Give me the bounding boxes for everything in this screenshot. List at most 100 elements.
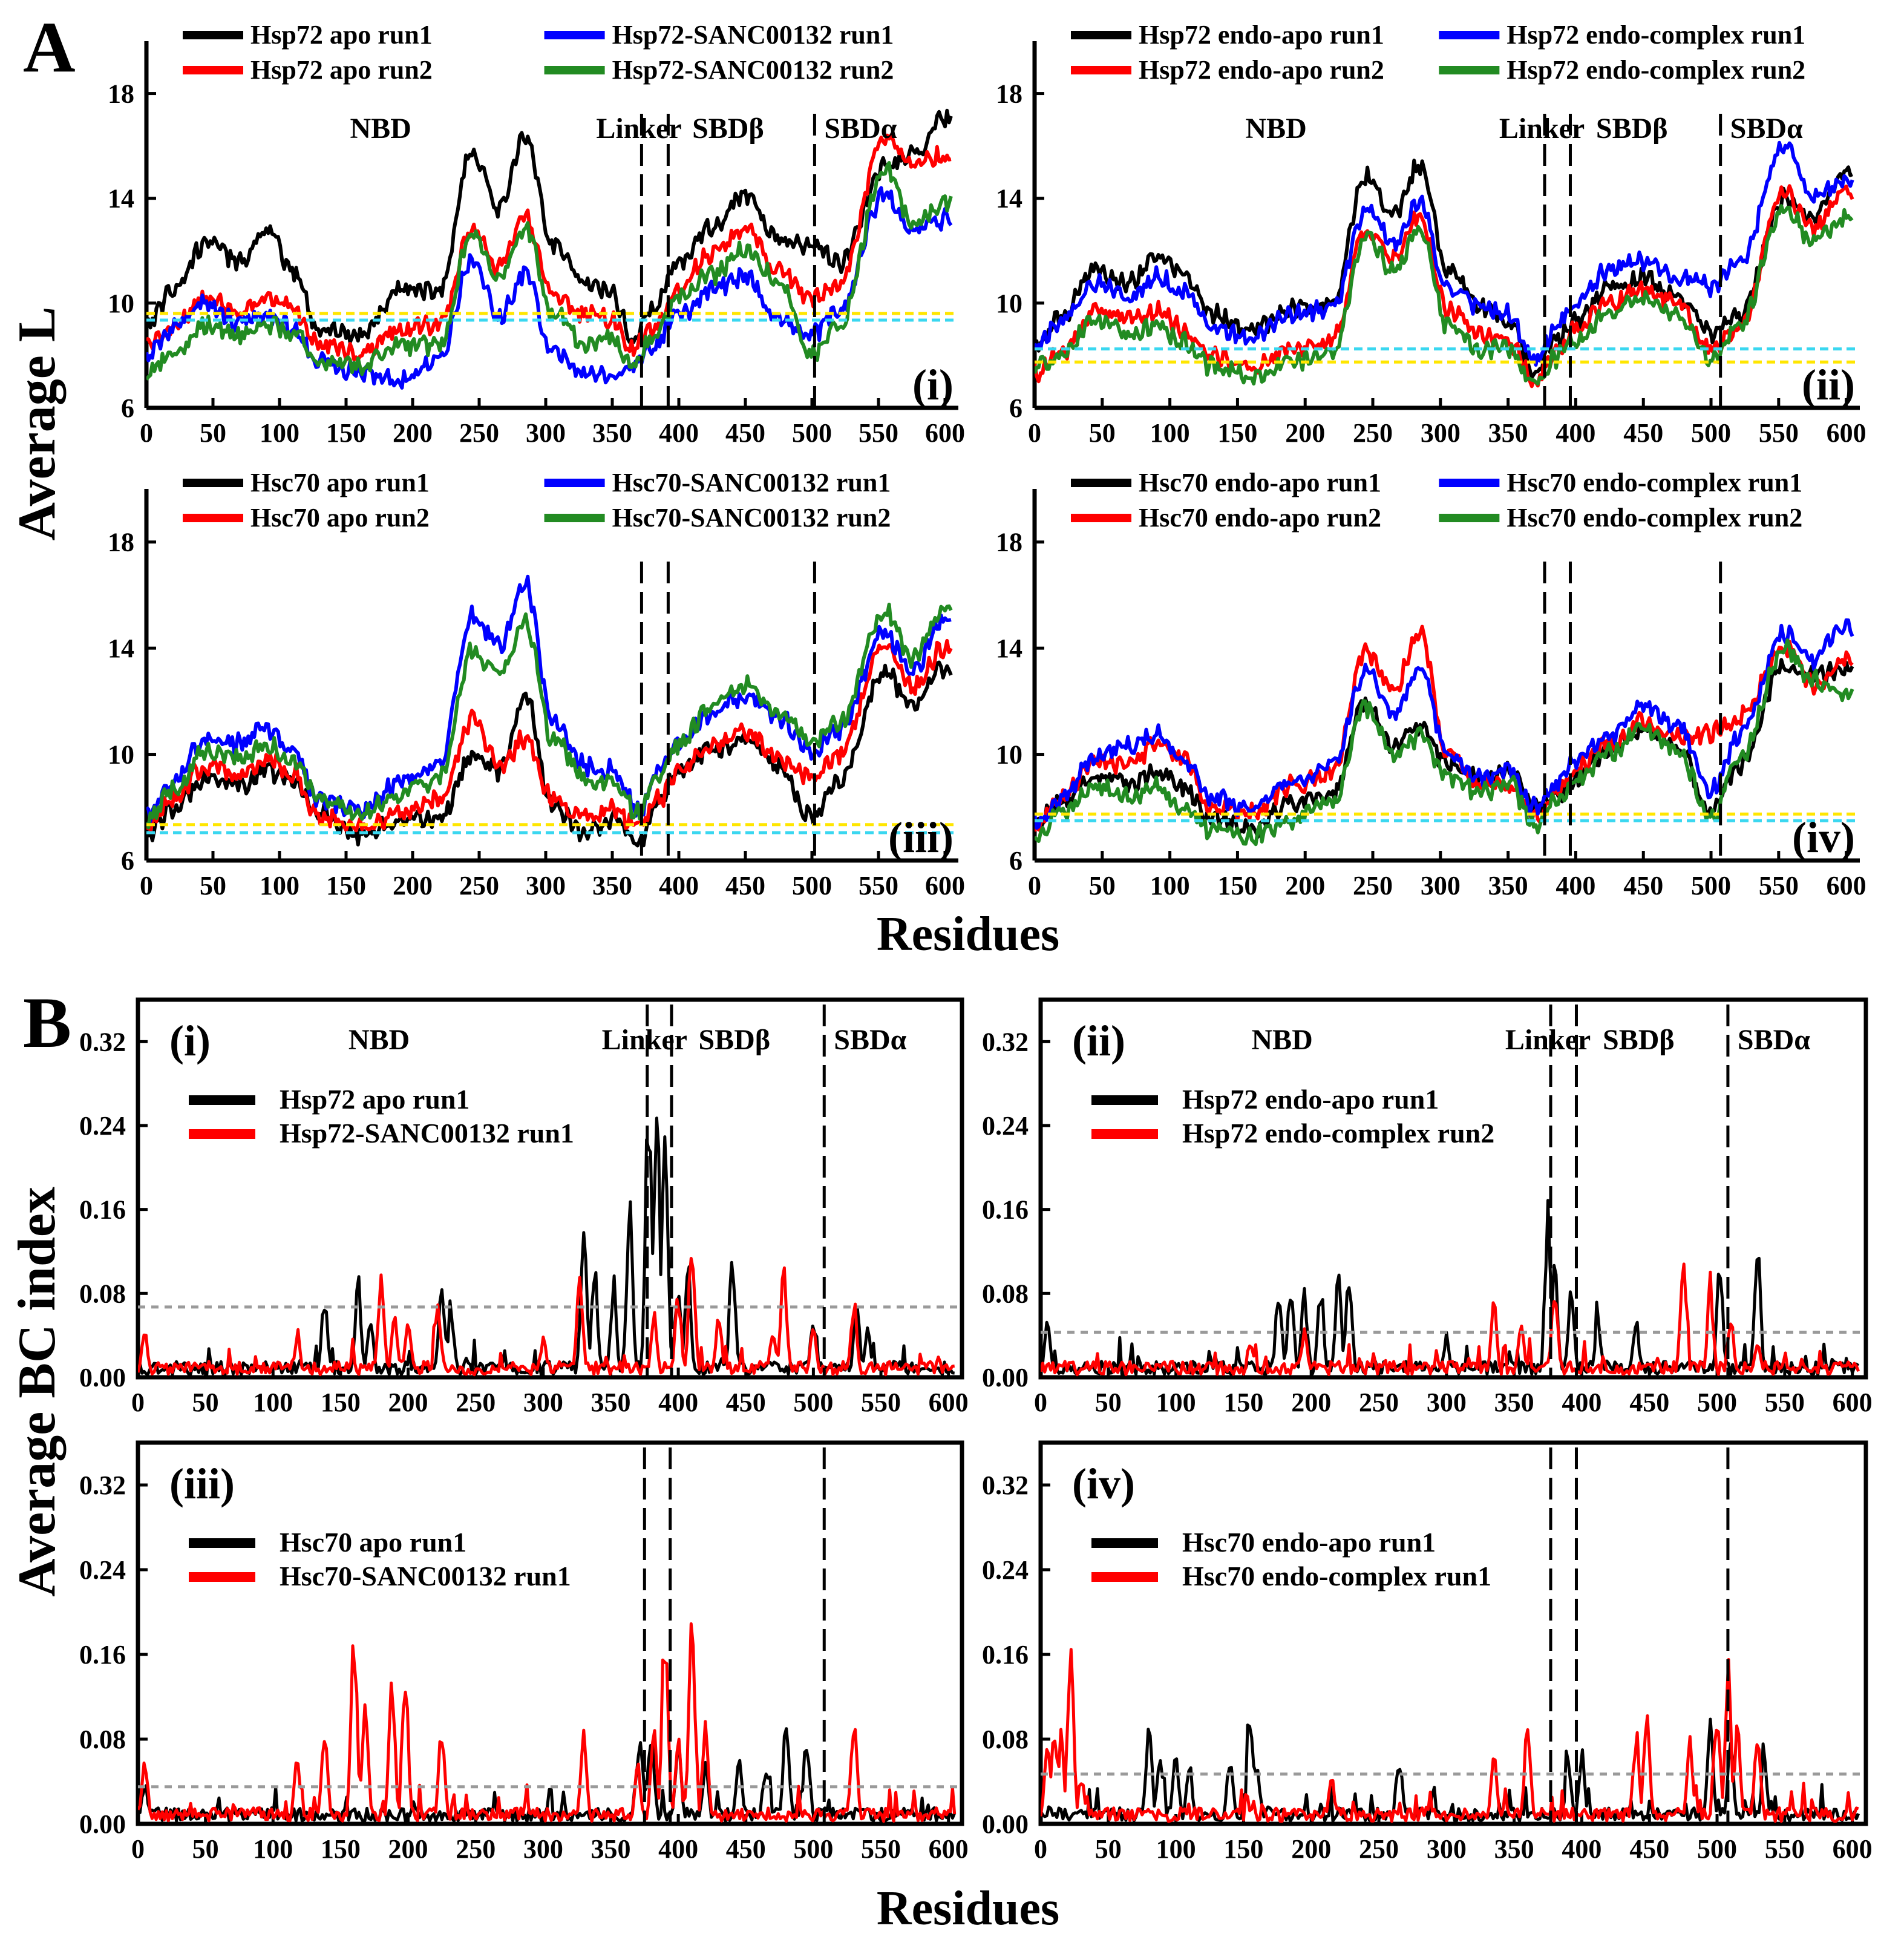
x-tick-label: 200 xyxy=(1285,871,1325,900)
x-tick-label: 550 xyxy=(1759,871,1799,900)
x-tick-label: 50 xyxy=(1089,871,1116,900)
series-line xyxy=(138,1116,955,1377)
y-tick-label: 0.16 xyxy=(79,1195,126,1225)
y-tick-label: 0.16 xyxy=(79,1640,126,1670)
ylabel-A: Average L xyxy=(8,307,67,541)
y-tick-label: 14 xyxy=(108,634,134,663)
legend-label: Hsc70 endo-apo run2 xyxy=(1139,503,1381,533)
plot-area xyxy=(146,574,958,848)
y-tick-label: 0.32 xyxy=(982,1027,1029,1057)
legend-label: Hsp72 endo-complex run1 xyxy=(1507,20,1805,50)
x-tick-label: 400 xyxy=(658,1834,698,1864)
x-tick-label: 300 xyxy=(526,871,566,900)
chart-B-ii: 0 50 100 150 200 250 300 350 400 450 500 550 600 0.00… xyxy=(982,997,1873,1417)
plot-area xyxy=(138,1116,962,1377)
y-tick-label: 0.08 xyxy=(79,1725,126,1754)
y-tick-label: 0.24 xyxy=(79,1555,126,1585)
x-tick-label: 550 xyxy=(1765,1834,1805,1864)
y-tick-label: 0.24 xyxy=(982,1111,1029,1141)
panel-numeral: (iii) xyxy=(888,813,954,862)
legend-label: Hsp72-SANC00132 run2 xyxy=(612,55,894,85)
x-tick-label: 500 xyxy=(1691,418,1731,448)
x-tick-label: 400 xyxy=(1556,418,1595,448)
region-label: SBDα xyxy=(834,1024,906,1056)
legend-label: Hsp72-SANC00132 run1 xyxy=(612,20,894,50)
series-line xyxy=(1035,140,1854,367)
x-tick-label: 600 xyxy=(929,1834,969,1864)
x-tick-label: 250 xyxy=(1359,1388,1399,1417)
y-tick-label: 10 xyxy=(996,289,1022,318)
series-line xyxy=(1035,204,1854,386)
x-tick-label: 450 xyxy=(1623,871,1663,900)
y-tick-label: 10 xyxy=(108,289,134,318)
x-tick-label: 300 xyxy=(1421,871,1461,900)
y-tick-label: 0.00 xyxy=(982,1363,1029,1392)
legend-label: Hsp72 endo-apo run1 xyxy=(1182,1084,1439,1115)
x-tick-label: 600 xyxy=(925,418,965,448)
region-label: NBD xyxy=(350,113,411,145)
y-tick-label: 0.32 xyxy=(79,1470,126,1500)
x-tick-label: 0 xyxy=(131,1834,145,1864)
x-tick-label: 150 xyxy=(321,1834,361,1864)
x-tick-label: 150 xyxy=(321,1388,361,1417)
y-tick-label: 0.08 xyxy=(982,1725,1029,1754)
x-tick-label: 50 xyxy=(192,1834,219,1864)
x-tick-label: 150 xyxy=(1217,418,1257,448)
x-tick-label: 100 xyxy=(260,418,299,448)
x-tick-label: 250 xyxy=(1359,1834,1399,1864)
series-line xyxy=(146,638,953,833)
x-tick-label: 50 xyxy=(200,871,226,900)
y-tick-label: 6 xyxy=(121,846,134,876)
x-tick-label: 0 xyxy=(1028,871,1041,900)
y-tick-label: 0.32 xyxy=(79,1027,126,1057)
plot-area xyxy=(1035,140,1860,388)
x-tick-label: 400 xyxy=(1562,1834,1601,1864)
y-tick-label: 6 xyxy=(1009,393,1022,423)
legend-label: Hsc70 endo-complex run1 xyxy=(1182,1561,1491,1591)
x-tick-label: 600 xyxy=(1827,418,1866,448)
region-label: NBD xyxy=(1251,1024,1312,1056)
plot-frame xyxy=(136,997,964,1380)
y-tick-label: 0.16 xyxy=(982,1195,1029,1225)
legend-label: Hsp72 endo-complex run2 xyxy=(1507,55,1805,85)
series-line xyxy=(138,1622,957,1823)
chart-B-i: 0 50 100 150 200 250 300 350 400 450 500 550 600 0.00… xyxy=(79,997,969,1417)
x-tick-label: 200 xyxy=(393,418,433,448)
x-tick-label: 100 xyxy=(1156,1388,1196,1417)
x-tick-label: 150 xyxy=(326,871,366,900)
y-tick-label: 0.00 xyxy=(79,1363,126,1392)
xlabel-A: Residues xyxy=(877,908,1059,961)
x-tick-label: 0 xyxy=(140,418,153,448)
x-tick-label: 400 xyxy=(1562,1388,1601,1417)
chart-A-iii: 0 50 100 150 200 250 300 350 400 450 500 550 600 6 10 1… xyxy=(108,468,965,900)
x-tick-label: 0 xyxy=(1034,1834,1047,1864)
legend-label: Hsp72 endo-apo run1 xyxy=(1139,20,1384,50)
x-tick-label: 300 xyxy=(523,1834,563,1864)
x-tick-label: 300 xyxy=(526,418,566,448)
chart-B-iii: 0 50 100 150 200 250 300 350 400 450 500 550 600 0.00… xyxy=(79,1440,969,1864)
x-tick-label: 350 xyxy=(591,1388,630,1417)
x-tick-label: 0 xyxy=(1028,418,1041,448)
x-tick-label: 450 xyxy=(1623,418,1663,448)
x-tick-label: 150 xyxy=(1217,871,1257,900)
x-tick-label: 150 xyxy=(1223,1834,1263,1864)
x-tick-label: 350 xyxy=(592,871,632,900)
panel-numeral: (iii) xyxy=(169,1460,235,1508)
x-tick-label: 250 xyxy=(1353,871,1393,900)
xlabel-B: Residues xyxy=(877,1882,1059,1934)
x-tick-label: 200 xyxy=(388,1834,428,1864)
x-tick-label: 200 xyxy=(393,871,433,900)
plot-area xyxy=(138,1622,962,1823)
chart-B-iv: 0 50 100 150 200 250 300 350 400 450 500 550 600 0.00… xyxy=(982,1440,1873,1864)
series-line xyxy=(1041,1199,1860,1377)
x-tick-label: 50 xyxy=(1089,418,1116,448)
x-tick-label: 450 xyxy=(1629,1834,1669,1864)
x-tick-label: 500 xyxy=(1697,1388,1737,1417)
x-tick-label: 200 xyxy=(388,1388,428,1417)
plot-area xyxy=(1035,618,1860,847)
panel-numeral: (i) xyxy=(169,1017,211,1065)
y-tick-label: 0.24 xyxy=(982,1555,1029,1585)
region-label: SBDα xyxy=(1730,113,1803,145)
x-tick-label: 450 xyxy=(725,418,765,448)
x-tick-label: 200 xyxy=(1291,1388,1331,1417)
